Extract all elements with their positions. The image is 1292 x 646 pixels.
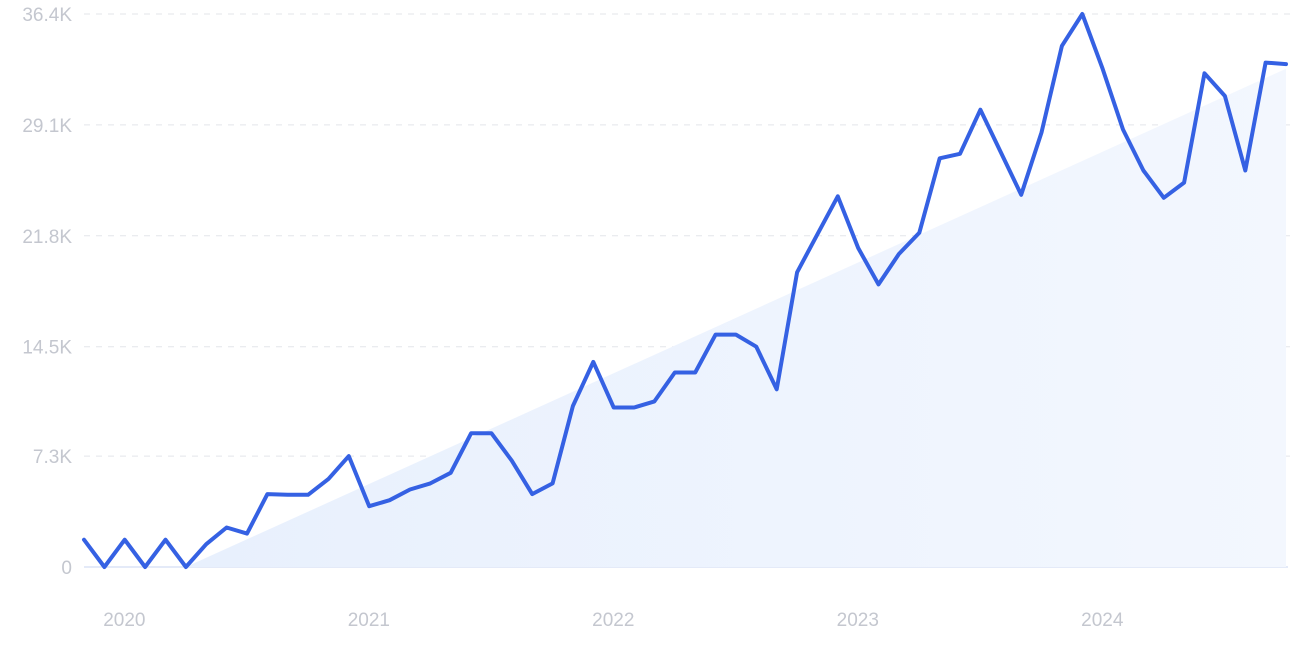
y-tick-label: 21.8K <box>22 227 72 248</box>
y-tick-label: 36.4K <box>22 5 72 26</box>
x-tick-label: 2023 <box>837 610 879 631</box>
y-tick-label: 14.5K <box>22 338 72 359</box>
y-tick-label: 0 <box>61 558 72 579</box>
y-tick-label: 7.3K <box>33 447 72 468</box>
x-tick-label: 2022 <box>592 610 634 631</box>
y-tick-label: 29.1K <box>22 116 72 137</box>
x-tick-label: 2021 <box>348 610 390 631</box>
series-line <box>82 12 1288 569</box>
data-series <box>82 12 1288 569</box>
x-tick-label: 2020 <box>103 610 145 631</box>
trend-fill <box>185 68 1287 567</box>
trend-area <box>185 68 1287 567</box>
x-tick-label: 2024 <box>1081 610 1124 631</box>
y-axis-tick-labels: 0 7.3K 14.5K 21.8K 29.1K 36.4K <box>22 5 72 579</box>
x-axis-tick-labels: 2020 2021 2022 2023 2024 <box>103 610 1124 631</box>
